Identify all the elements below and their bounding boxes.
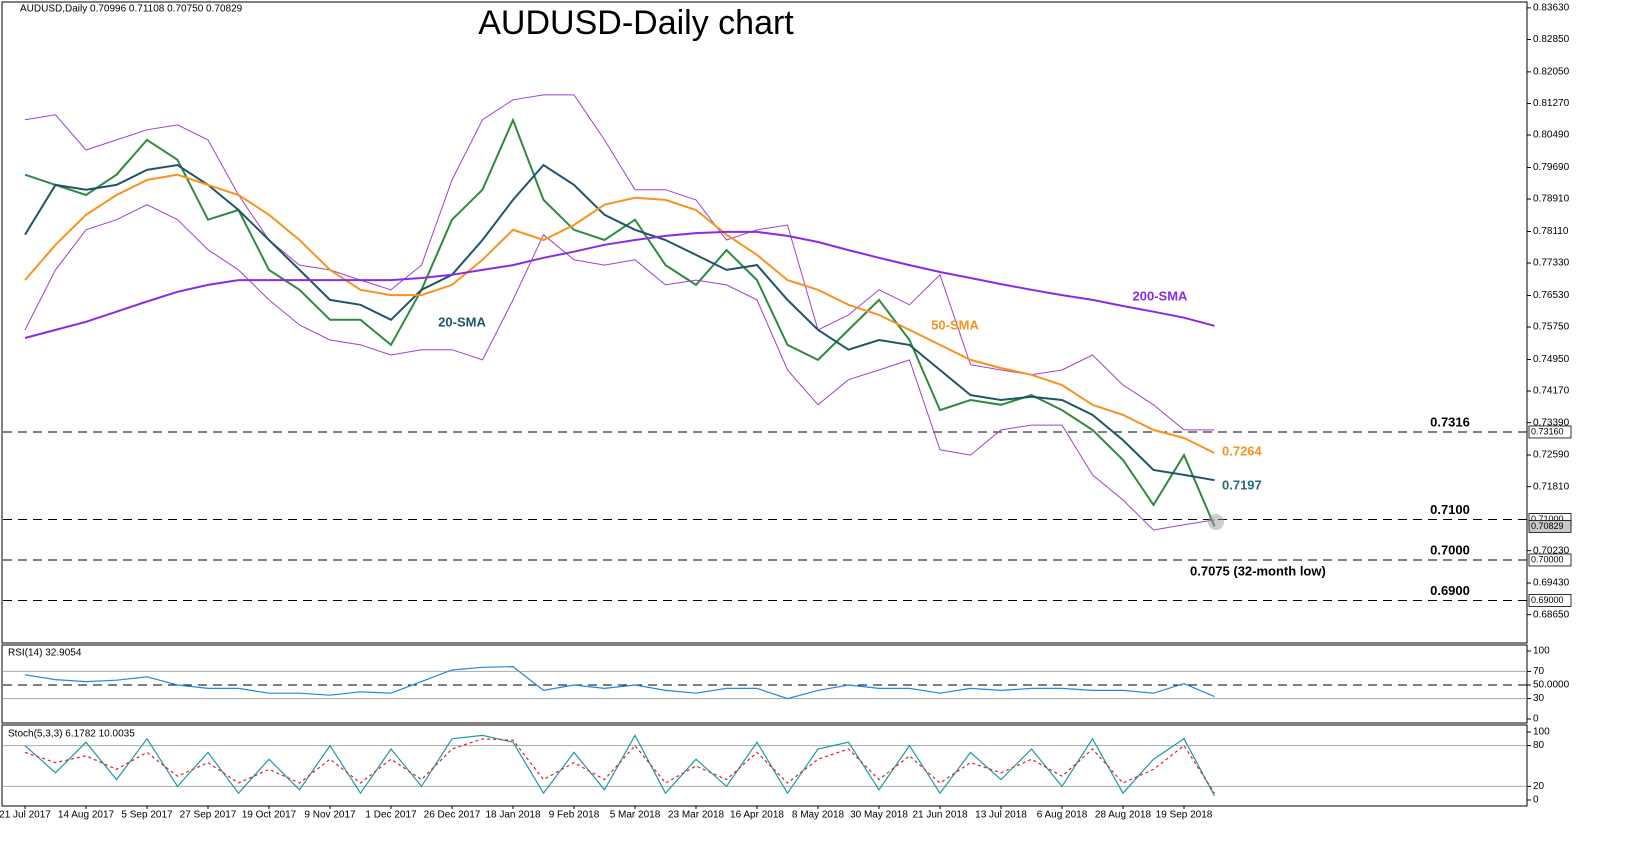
series-line bbox=[24, 204, 1215, 531]
y-tick-label: 0.81270 bbox=[1533, 98, 1570, 109]
x-tick-label: 13 Jul 2018 bbox=[975, 810, 1027, 821]
y-tick-label: 0.82850 bbox=[1533, 34, 1570, 45]
x-tick-label: 27 Sep 2017 bbox=[180, 810, 237, 821]
x-tick-label: 9 Feb 2018 bbox=[549, 810, 600, 821]
y-tick-label: 0.79690 bbox=[1533, 162, 1570, 173]
x-tick-label: 28 Aug 2018 bbox=[1095, 810, 1152, 821]
x-tick-label: 8 May 2018 bbox=[792, 810, 845, 821]
price-label-box bbox=[1528, 519, 1572, 533]
y-tick-label: 50.0000 bbox=[1533, 680, 1570, 691]
x-tick-label: 19 Sep 2018 bbox=[1156, 810, 1213, 821]
x-tick-label: 23 Mar 2018 bbox=[668, 810, 725, 821]
series-line bbox=[24, 117, 1216, 527]
y-tick-label: 0 bbox=[1533, 714, 1539, 725]
series-line bbox=[24, 163, 1215, 482]
y-tick-label: 30 bbox=[1533, 693, 1545, 704]
low-marker bbox=[1208, 514, 1224, 530]
annotation: 0.7075 (32-month low) bbox=[1190, 563, 1326, 578]
x-tick-label: 14 Aug 2017 bbox=[58, 810, 115, 821]
series-label: 20-SMA bbox=[438, 314, 486, 329]
y-tick-label: 0.83630 bbox=[1533, 3, 1570, 14]
stoch-panel bbox=[1, 724, 1528, 807]
price-label: 0.69000 bbox=[1531, 595, 1564, 605]
y-tick-label: 0.68650 bbox=[1533, 609, 1570, 620]
chart-title: AUDUSD-Daily chart bbox=[478, 4, 794, 42]
x-tick-label: 26 Dec 2017 bbox=[424, 810, 481, 821]
level-label: 0.7316 bbox=[1430, 414, 1470, 429]
series-line bbox=[24, 665, 1215, 700]
rsi-panel bbox=[1, 644, 1528, 724]
y-tick-label: 0.77330 bbox=[1533, 258, 1570, 269]
series-label: 50-SMA bbox=[931, 317, 979, 332]
y-tick-label: 100 bbox=[1533, 646, 1550, 657]
price-label-box bbox=[1528, 594, 1572, 607]
y-tick-label: 0.82050 bbox=[1533, 67, 1570, 78]
y-tick-label: 0.78910 bbox=[1533, 194, 1570, 205]
y-tick-label: 100 bbox=[1533, 727, 1550, 738]
price-label-box bbox=[1528, 553, 1572, 567]
y-tick-label: 0 bbox=[1533, 795, 1539, 806]
symbol-header: AUDUSD,Daily 0.70996 0.71108 0.70750 0.7… bbox=[20, 4, 243, 15]
x-tick-label: 21 Jun 2018 bbox=[912, 810, 967, 821]
x-tick-label: 18 Jan 2018 bbox=[485, 810, 540, 821]
series-line bbox=[24, 738, 1216, 794]
price-label-box bbox=[1528, 425, 1572, 439]
annotation: 0.7197 bbox=[1222, 477, 1262, 492]
level-label: 0.6900 bbox=[1430, 583, 1470, 598]
annotation: 0.7264 bbox=[1222, 443, 1263, 458]
x-tick-label: 1 Dec 2017 bbox=[365, 810, 417, 821]
y-tick-label: 0.70230 bbox=[1533, 545, 1570, 556]
y-tick-label: 0.71810 bbox=[1533, 481, 1570, 492]
y-tick-label: 0.74170 bbox=[1533, 386, 1570, 397]
x-tick-label: 6 Aug 2018 bbox=[1037, 810, 1088, 821]
price-label: 0.70829 bbox=[1531, 521, 1564, 531]
x-tick-label: 30 May 2018 bbox=[850, 810, 908, 821]
y-tick-label: 0.78110 bbox=[1533, 226, 1569, 237]
price-label: 0.71000 bbox=[1531, 514, 1564, 524]
price-label: 0.73160 bbox=[1531, 426, 1564, 436]
y-tick-label: 0.72590 bbox=[1533, 450, 1570, 461]
level-label: 0.7000 bbox=[1430, 542, 1470, 557]
series-line bbox=[24, 230, 1215, 339]
series-label: 200-SMA bbox=[1133, 288, 1189, 303]
y-tick-label: 80 bbox=[1533, 740, 1545, 751]
x-tick-label: 21 Jul 2017 bbox=[0, 810, 51, 821]
y-tick-label: 0.69430 bbox=[1533, 578, 1570, 589]
series-line bbox=[24, 173, 1215, 454]
x-tick-label: 5 Sep 2017 bbox=[121, 810, 173, 821]
y-tick-label: 0.75750 bbox=[1533, 322, 1570, 333]
price-label: 0.70000 bbox=[1531, 554, 1564, 564]
price-panel bbox=[1, 1, 1528, 644]
x-tick-label: 16 Apr 2018 bbox=[730, 810, 784, 821]
y-tick-label: 0.80490 bbox=[1533, 130, 1570, 141]
y-tick-label: 20 bbox=[1533, 781, 1545, 792]
y-tick-label: 0.74950 bbox=[1533, 354, 1570, 365]
x-tick-label: 9 Nov 2017 bbox=[304, 810, 356, 821]
stoch-header: Stoch(5,3,3) 6.1782 10.0035 bbox=[8, 729, 135, 740]
y-tick-label: 70 bbox=[1533, 666, 1545, 677]
x-tick-label: 19 Oct 2017 bbox=[242, 810, 297, 821]
rsi-header: RSI(14) 32.9054 bbox=[8, 648, 82, 659]
level-label: 0.7100 bbox=[1430, 502, 1470, 517]
y-tick-label: 0.76530 bbox=[1533, 290, 1570, 301]
y-tick-label: 0.73390 bbox=[1533, 417, 1570, 428]
x-tick-label: 5 Mar 2018 bbox=[610, 810, 661, 821]
